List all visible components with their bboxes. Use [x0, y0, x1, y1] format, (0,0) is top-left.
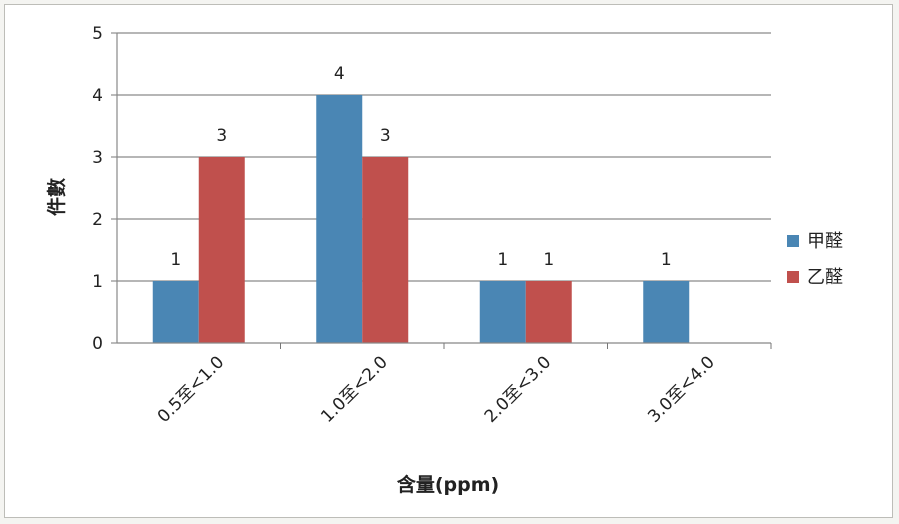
- data-label-1-0: 3: [216, 126, 227, 146]
- x-tick-label-0: 0.5至<1.0: [154, 352, 228, 426]
- y-axis-title: 件數: [45, 178, 68, 216]
- x-axis-title: 含量(ppm): [397, 473, 499, 496]
- y-tick-label-3: 3: [92, 148, 103, 168]
- legend-label-0: 甲醛: [807, 231, 843, 252]
- legend-swatch-0: [787, 235, 799, 247]
- bar-乙醛-1: [362, 157, 409, 343]
- x-tick-label-1: 1.0至<2.0: [317, 352, 391, 426]
- data-label-1-2: 1: [543, 250, 554, 270]
- bar-甲醛-0: [152, 281, 199, 343]
- bars: [152, 95, 690, 343]
- y-tick-label-0: 0: [92, 334, 103, 354]
- legend-label-1: 乙醛: [807, 267, 843, 288]
- x-tick-label-3: 3.0至<4.0: [644, 352, 718, 426]
- bar-乙醛-2: [525, 281, 572, 343]
- y-tick-label-5: 5: [92, 24, 103, 44]
- data-label-0-3: 1: [661, 250, 672, 270]
- axes: 0 1 2 3 4 5 0.5至<1.0 1.0至<2.0 2.0至<3.0 3.0至<4.0: [92, 24, 772, 427]
- chart-frame: 0 1 2 3 4 5 0.5至<1.0 1.0至<2.0 2.0至<3.0 3.0至<4.0 1…: [4, 4, 893, 518]
- bar-甲醛-1: [316, 95, 363, 343]
- data-label-0-1: 4: [334, 64, 345, 84]
- bar-甲醛-2: [479, 281, 526, 343]
- data-labels: 1 3 4 3 1 1 1: [170, 64, 671, 270]
- bar-甲醛-3: [643, 281, 690, 343]
- data-label-0-2: 1: [497, 250, 508, 270]
- data-label-1-1: 3: [380, 126, 391, 146]
- y-tick-label-1: 1: [92, 272, 103, 292]
- y-tick-label-4: 4: [92, 86, 103, 106]
- bar-chart: 0 1 2 3 4 5 0.5至<1.0 1.0至<2.0 2.0至<3.0 3.0至<4.0 1…: [45, 24, 843, 496]
- bar-乙醛-0: [198, 157, 245, 343]
- legend-swatch-1: [787, 271, 799, 283]
- y-tick-label-2: 2: [92, 210, 103, 230]
- x-tick-label-2: 2.0至<3.0: [481, 352, 555, 426]
- data-label-0-0: 1: [170, 250, 181, 270]
